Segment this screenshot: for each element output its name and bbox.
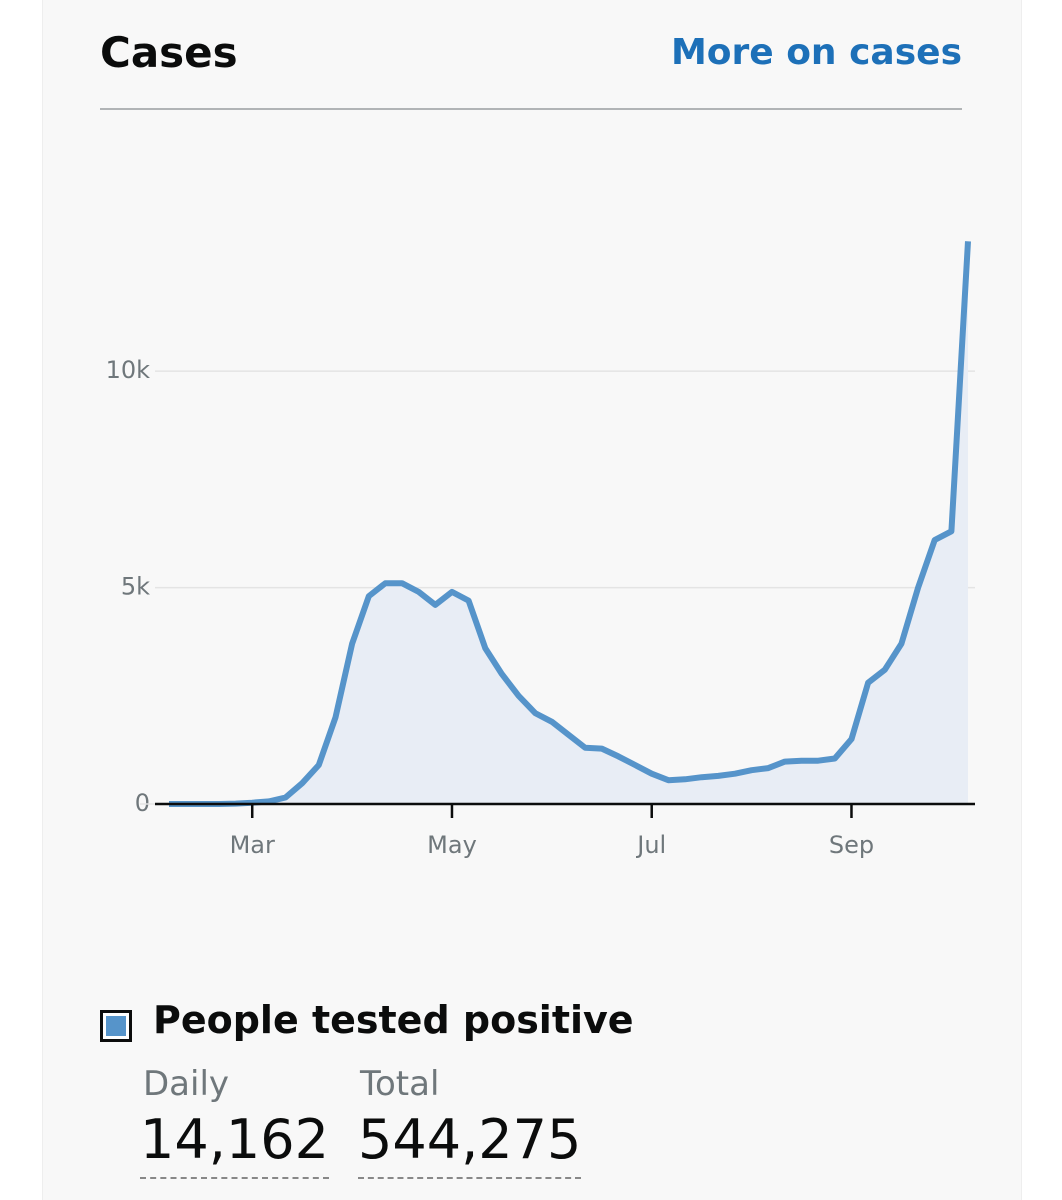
card <box>42 0 1022 1200</box>
y-tick-label: 10k <box>106 356 151 384</box>
x-tick-label: Sep <box>829 831 874 859</box>
legend-swatch-fill <box>106 1016 126 1036</box>
section-title: Cases <box>100 28 238 77</box>
y-tick-label: 5k <box>121 573 150 601</box>
legend-swatch <box>100 1010 132 1042</box>
total-value: 544,275 <box>358 1108 582 1179</box>
legend-label: People tested positive <box>153 998 634 1042</box>
x-tick-label: Jul <box>635 831 666 859</box>
daily-label: Daily <box>143 1064 230 1104</box>
x-tick-label: May <box>427 831 477 859</box>
divider <box>100 108 962 110</box>
more-link[interactable]: More on cases <box>670 32 962 73</box>
x-tick-label: Mar <box>230 831 275 859</box>
total-label: Total <box>360 1064 440 1104</box>
area <box>169 241 968 805</box>
daily-value: 14,162 <box>140 1108 329 1179</box>
line <box>169 241 971 807</box>
y-tick-label: 0 <box>135 789 150 817</box>
